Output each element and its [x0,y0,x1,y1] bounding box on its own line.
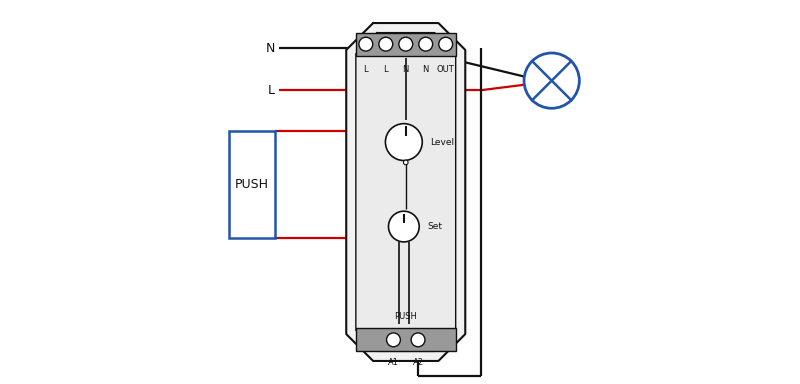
Text: PUSH: PUSH [394,312,417,321]
Circle shape [379,37,393,51]
Circle shape [399,37,413,51]
Polygon shape [346,23,466,361]
Text: L: L [363,65,368,74]
Text: PUSH: PUSH [235,178,269,191]
Text: OUT: OUT [437,65,454,74]
Text: L: L [383,65,388,74]
Circle shape [386,124,422,161]
Text: Level: Level [430,137,454,147]
Polygon shape [356,33,456,351]
Text: A2: A2 [413,358,423,367]
Circle shape [403,160,408,165]
Text: Set: Set [427,222,442,231]
Circle shape [411,333,425,347]
Circle shape [419,37,433,51]
FancyBboxPatch shape [356,33,456,56]
Text: N: N [402,65,409,74]
FancyBboxPatch shape [229,131,275,238]
Text: A1: A1 [388,358,399,367]
Circle shape [438,37,453,51]
Text: L: L [268,84,275,97]
Circle shape [389,211,419,242]
Circle shape [524,53,579,108]
Circle shape [359,37,373,51]
Text: N: N [266,41,275,55]
FancyBboxPatch shape [356,328,456,351]
Circle shape [386,333,400,347]
Text: N: N [422,65,429,74]
